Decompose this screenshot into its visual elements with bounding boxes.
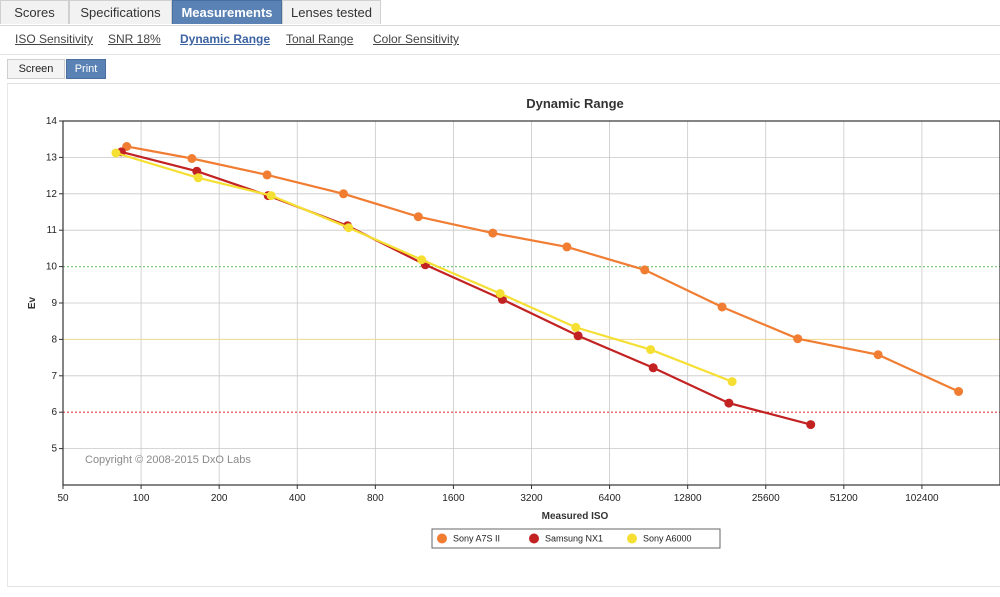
dynamic-range-chart: Dynamic Range 5 6 7 8 9 10 11 12 13 14 50 100 200 40… [27, 96, 1000, 549]
print-toggle-button[interactable]: Print [66, 59, 106, 79]
y-tick-label: 13 [46, 152, 58, 163]
x-tick-label: 6400 [598, 493, 621, 504]
x-tick-label: 400 [289, 493, 306, 504]
x-tick-label: 800 [367, 493, 384, 504]
data-point [495, 289, 505, 298]
y-axis-ticks: 5 6 7 8 9 10 11 12 13 14 [46, 116, 63, 455]
series-1 [116, 147, 816, 430]
data-point [954, 387, 964, 396]
data-point [344, 223, 354, 233]
data-point [573, 331, 583, 341]
tab-lenses-tested[interactable]: Lenses tested [282, 0, 381, 24]
y-tick-label: 7 [51, 371, 57, 382]
tab-scores[interactable]: Scores [0, 0, 69, 24]
x-tick-label: 100 [133, 493, 150, 504]
subnav-iso-sensitivity[interactable]: ISO Sensitivity [15, 32, 94, 46]
subnav-tonal-range[interactable]: Tonal Range [286, 32, 354, 46]
series-line [121, 150, 811, 426]
data-point [413, 212, 423, 222]
x-tick-label: 3200 [520, 493, 543, 504]
tab-measurements[interactable]: Measurements [172, 0, 282, 24]
x-axis-label: Measured ISO [542, 511, 609, 522]
y-tick-label: 8 [51, 334, 57, 345]
chart-title: Dynamic Range [526, 96, 624, 111]
y-tick-label: 10 [46, 262, 58, 273]
data-point [339, 189, 348, 199]
data-point [266, 191, 276, 201]
x-tick-label: 1600 [442, 493, 465, 504]
y-tick-label: 6 [51, 407, 57, 418]
data-point [873, 350, 883, 360]
x-tick-label: 25600 [752, 493, 780, 504]
data-point [640, 265, 650, 275]
tab-bar: Scores Specifications Measurements Lense… [0, 0, 1000, 26]
x-tick-label: 51200 [830, 493, 858, 504]
subnav-snr-18[interactable]: SNR 18% [108, 32, 161, 46]
data-point [806, 420, 816, 430]
data-point [648, 363, 658, 373]
data-point [724, 398, 734, 408]
data-point [727, 377, 737, 387]
screen-toggle-button[interactable]: Screen [7, 59, 65, 79]
subnav-color-sensitivity[interactable]: Color Sensitivity [373, 32, 460, 46]
series-0 [122, 142, 964, 396]
series-line [126, 145, 960, 393]
legend-entry: Sony A6000 [643, 534, 692, 544]
legend-entry: Samsung NX1 [545, 534, 603, 544]
chart-panel [7, 83, 1000, 587]
x-tick-label: 12800 [674, 493, 702, 504]
data-point [793, 334, 803, 344]
data-point [417, 255, 427, 265]
x-tick-label: 102400 [905, 493, 939, 504]
y-tick-label: 12 [46, 189, 58, 200]
legend-marker [627, 533, 637, 544]
data-point [571, 322, 581, 332]
series-2 [111, 148, 737, 387]
copyright-annotation: Copyright © 2008-2015 DxO Labs [85, 454, 251, 466]
legend: Sony A7S II Samsung NX1 Sony A6000 [431, 528, 721, 549]
x-tick-label: 200 [211, 493, 228, 504]
y-tick-label: 11 [47, 225, 58, 236]
data-point [646, 345, 656, 355]
measurement-subnav: ISO Sensitivity SNR 18% Dynamic Range To… [0, 26, 1000, 55]
data-point [262, 170, 272, 180]
data-point [562, 242, 572, 252]
x-axis-ticks: 50 100 200 400 800 1600 3200 6400 12800 25600 5120… [57, 485, 939, 504]
data-point [187, 154, 197, 163]
y-axis-label: Ev [27, 296, 38, 309]
y-tick-label: 5 [51, 444, 57, 455]
series [111, 142, 964, 430]
legend-box [431, 528, 721, 549]
data-point [193, 173, 203, 183]
data-point [111, 148, 121, 158]
subnav-dynamic-range[interactable]: Dynamic Range [180, 32, 271, 46]
tab-specifications[interactable]: Specifications [69, 0, 172, 24]
legend-marker [437, 533, 447, 544]
y-tick-label: 14 [46, 116, 58, 127]
data-point [488, 228, 498, 238]
data-point [717, 302, 727, 312]
grid [63, 121, 1000, 485]
legend-marker [529, 533, 539, 544]
y-tick-label: 9 [51, 298, 57, 309]
reference-lines [63, 266, 1000, 413]
x-tick-label: 50 [57, 493, 69, 504]
legend-entry: Sony A7S II [453, 534, 500, 544]
